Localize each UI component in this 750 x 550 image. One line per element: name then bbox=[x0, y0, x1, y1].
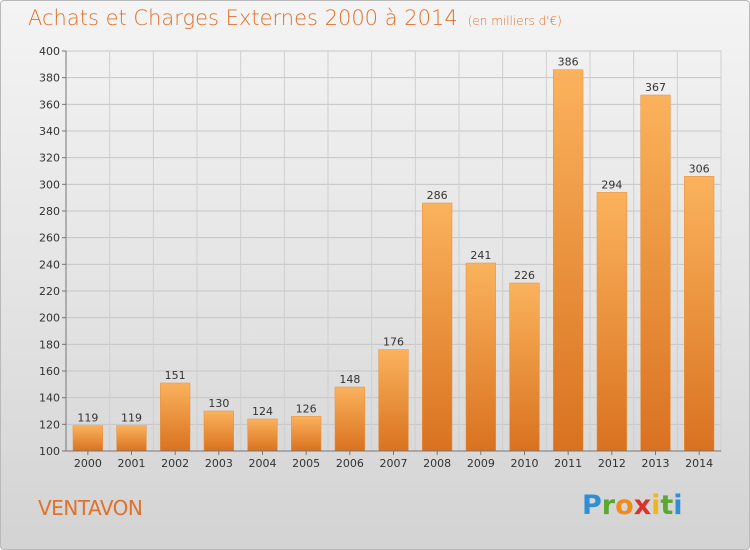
y-tick-label: 180 bbox=[39, 338, 60, 351]
value-label: 367 bbox=[645, 81, 666, 94]
bar-2010 bbox=[509, 282, 540, 452]
logo-letter: i bbox=[673, 490, 683, 521]
value-label: 126 bbox=[296, 402, 317, 415]
bar-2003 bbox=[203, 410, 234, 452]
logo-letter: t bbox=[660, 490, 674, 521]
bar-2008 bbox=[422, 202, 453, 452]
x-tick-label: 2014 bbox=[685, 457, 713, 470]
y-axis: 100 120 140 160 180 200 220 240 260 280 300 320 340 3… bbox=[39, 45, 67, 458]
logo-letter: P bbox=[582, 490, 602, 521]
x-tick-label: 2013 bbox=[642, 457, 670, 470]
logo-letter: o bbox=[615, 490, 634, 521]
x-tick-label: 2004 bbox=[249, 457, 277, 470]
bar-2011 bbox=[553, 69, 584, 452]
value-label: 130 bbox=[208, 397, 229, 410]
x-tick-label: 2009 bbox=[467, 457, 495, 470]
bar-2009 bbox=[465, 262, 496, 452]
x-tick-label: 2007 bbox=[380, 457, 408, 470]
bar-2001 bbox=[116, 425, 147, 452]
value-label: 151 bbox=[165, 369, 186, 382]
commune-name: VENTAVON bbox=[38, 496, 143, 520]
bar-2013 bbox=[640, 94, 671, 452]
value-label: 286 bbox=[427, 189, 448, 202]
value-label: 176 bbox=[383, 336, 404, 349]
value-label: 386 bbox=[558, 56, 579, 69]
x-tick-label: 2001 bbox=[118, 457, 146, 470]
proxiti-logo: Proxiti bbox=[582, 490, 683, 521]
bar-2012 bbox=[596, 192, 627, 452]
bar-2002 bbox=[160, 382, 191, 452]
y-tick-label: 220 bbox=[39, 285, 60, 298]
y-tick-label: 200 bbox=[39, 312, 60, 325]
chart-title: Achats et Charges Externes 2000 à 2014 (e… bbox=[28, 6, 562, 30]
logo-letter: i bbox=[651, 490, 661, 521]
unit-label: (en milliers d'€) bbox=[467, 14, 562, 28]
y-tick-label: 340 bbox=[39, 125, 60, 138]
bar-2004 bbox=[247, 418, 278, 452]
value-label: 119 bbox=[121, 412, 142, 425]
x-tick-label: 2003 bbox=[205, 457, 233, 470]
y-tick-label: 320 bbox=[39, 152, 60, 165]
bar-2006 bbox=[334, 386, 365, 452]
x-tick-label: 2008 bbox=[423, 457, 451, 470]
value-label: 226 bbox=[514, 269, 535, 282]
value-label: 148 bbox=[339, 373, 360, 386]
x-tick-label: 2010 bbox=[511, 457, 539, 470]
bar-2007 bbox=[378, 349, 409, 452]
y-tick-label: 400 bbox=[39, 45, 60, 58]
bar-2000 bbox=[72, 425, 103, 452]
y-tick-label: 240 bbox=[39, 258, 60, 271]
title-text: Achats et Charges Externes 2000 à 2014 bbox=[28, 6, 458, 30]
y-tick-label: 360 bbox=[39, 98, 60, 111]
value-label: 124 bbox=[252, 405, 273, 418]
value-label: 294 bbox=[601, 178, 622, 191]
x-axis: 2000 2001 2002 2003 2004 2005 2006 2007 2008 2009… bbox=[66, 450, 721, 470]
y-tick-label: 100 bbox=[39, 445, 60, 458]
value-label: 119 bbox=[77, 412, 98, 425]
bar-2014 bbox=[684, 176, 715, 452]
y-tick-label: 260 bbox=[39, 232, 60, 245]
y-tick-label: 280 bbox=[39, 205, 60, 218]
logo-letter: x bbox=[633, 490, 652, 521]
x-tick-label: 2012 bbox=[598, 457, 626, 470]
y-tick-label: 120 bbox=[39, 418, 60, 431]
x-tick-label: 2005 bbox=[292, 457, 320, 470]
bar-2005 bbox=[291, 416, 322, 452]
x-tick-label: 2006 bbox=[336, 457, 364, 470]
x-tick-label: 2000 bbox=[74, 457, 102, 470]
bars: 119 119 151 130 124 126 148 176 286 241 226 386 294 3… bbox=[72, 56, 715, 452]
y-tick-label: 380 bbox=[39, 72, 60, 85]
y-tick-label: 140 bbox=[39, 392, 60, 405]
y-tick-label: 160 bbox=[39, 365, 60, 378]
value-label: 241 bbox=[470, 249, 491, 262]
value-label: 306 bbox=[689, 162, 710, 175]
y-tick-label: 300 bbox=[39, 178, 60, 191]
x-tick-label: 2002 bbox=[161, 457, 189, 470]
logo-letter: r bbox=[601, 490, 616, 521]
x-tick-label: 2011 bbox=[554, 457, 582, 470]
